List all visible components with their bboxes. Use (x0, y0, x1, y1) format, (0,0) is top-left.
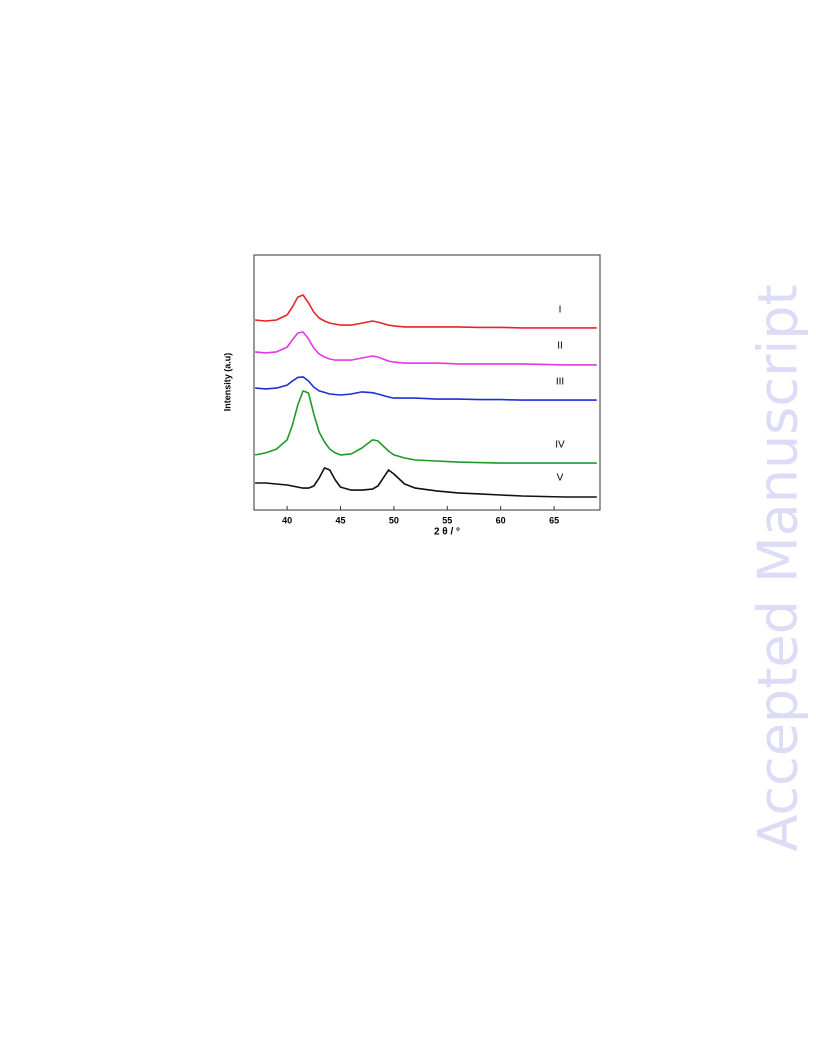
x-tick-label: 40 (282, 515, 292, 525)
x-tick-label: 55 (442, 515, 452, 525)
watermark: Accepted Manuscript (746, 284, 810, 852)
x-axis-label: 2 θ / ° (434, 527, 460, 538)
series-line (255, 331, 597, 366)
series-label: V (557, 473, 564, 484)
series-label: III (556, 377, 564, 388)
series-label: IV (555, 440, 565, 451)
x-tick-label: 50 (389, 515, 399, 525)
series-line (254, 390, 597, 464)
x-tick-label: 45 (335, 515, 345, 525)
series-line (255, 376, 597, 401)
x-tick-label: 65 (549, 515, 559, 525)
series-line (255, 467, 597, 498)
x-tick-label: 60 (496, 515, 506, 525)
series-label: I (559, 305, 562, 316)
series-line (255, 294, 597, 329)
y-axis-label: Intensity (a.u) (222, 353, 232, 412)
plot-frame (253, 254, 601, 511)
series-label: II (557, 341, 563, 352)
